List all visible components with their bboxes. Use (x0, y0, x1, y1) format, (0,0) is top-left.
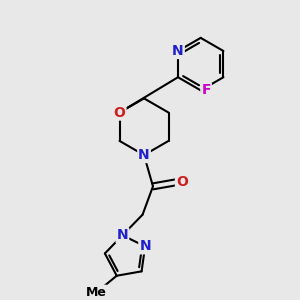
Text: N: N (138, 148, 150, 162)
Text: N: N (117, 228, 128, 242)
Text: O: O (114, 106, 125, 120)
Text: Me: Me (85, 286, 106, 298)
Text: N: N (172, 44, 184, 58)
Text: O: O (176, 175, 188, 189)
Text: F: F (201, 83, 211, 98)
Text: N: N (139, 239, 151, 254)
